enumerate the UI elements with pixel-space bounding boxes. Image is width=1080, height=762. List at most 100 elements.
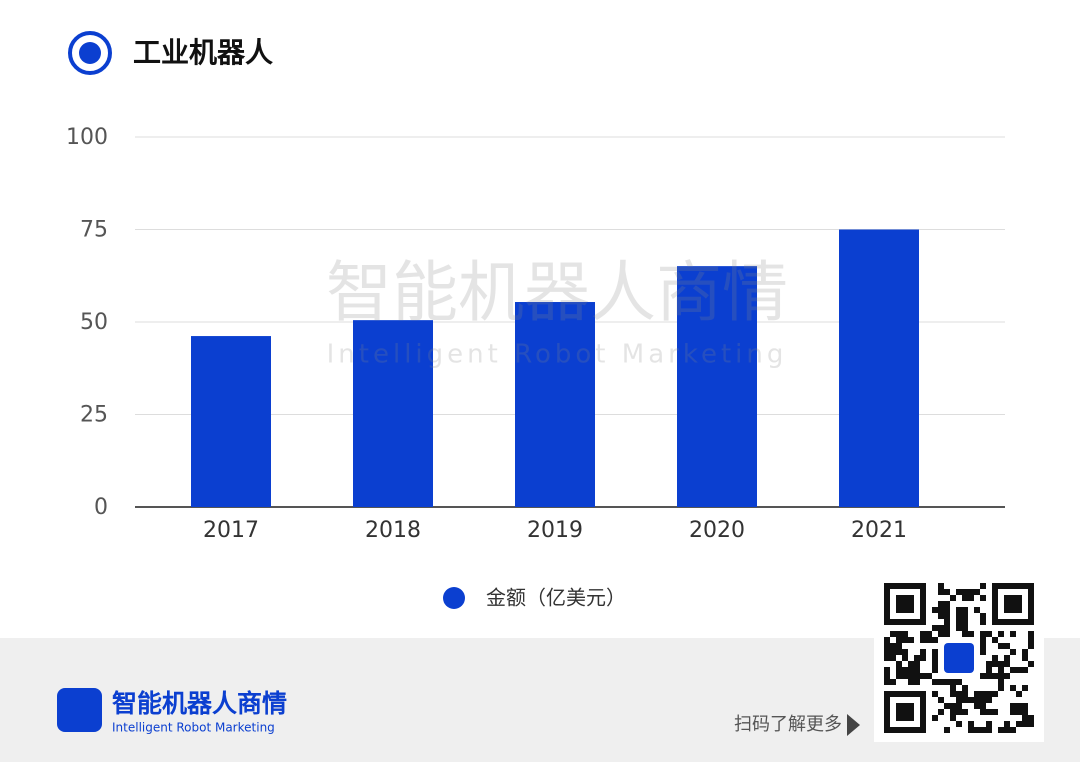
qr-module	[914, 667, 920, 673]
qr-module	[950, 709, 956, 715]
qr-module	[986, 673, 992, 679]
qr-module	[974, 703, 980, 709]
qr-module	[884, 667, 890, 673]
qr-module	[902, 673, 908, 679]
qr-module	[938, 709, 944, 715]
qr-module	[950, 685, 956, 691]
y-tick-label: 0	[94, 495, 108, 520]
qr-module	[896, 667, 902, 673]
legend-marker	[443, 587, 465, 609]
qr-module	[902, 655, 908, 661]
qr-logo	[944, 643, 974, 673]
qr-module	[944, 589, 950, 595]
qr-module	[890, 631, 896, 637]
qr-module	[890, 679, 896, 685]
qr-module	[956, 703, 962, 709]
qr-module	[896, 673, 902, 679]
qr-module	[944, 601, 950, 607]
qr-module	[956, 709, 962, 715]
qr-module	[920, 631, 926, 637]
qr-module	[938, 697, 944, 703]
qr-module	[1028, 637, 1034, 643]
qr-module	[914, 655, 920, 661]
qr-module	[992, 661, 998, 667]
qr-module	[980, 583, 986, 589]
qr-module	[890, 649, 896, 655]
qr-module	[998, 631, 1004, 637]
brand-subtitle: Intelligent Robot Marketing	[112, 721, 275, 735]
qr-module	[902, 637, 908, 643]
qr-module	[1022, 655, 1028, 661]
qr-module	[908, 661, 914, 667]
qr-module	[944, 625, 950, 631]
qr-module	[896, 649, 902, 655]
qr-module	[992, 655, 998, 661]
qr-module	[956, 589, 962, 595]
qr-module	[992, 691, 998, 697]
qr-module	[980, 643, 986, 649]
qr-module	[974, 607, 980, 613]
qr-module	[944, 631, 950, 637]
qr-module	[944, 613, 950, 619]
qr-module	[980, 697, 986, 703]
qr-module	[884, 655, 890, 661]
x-tick-label: 2017	[203, 518, 259, 543]
qr-module	[902, 667, 908, 673]
qr-module	[932, 691, 938, 697]
qr-module	[986, 661, 992, 667]
qr-module	[980, 631, 986, 637]
qr-module	[896, 661, 902, 667]
qr-module	[1022, 715, 1028, 721]
qr-module	[962, 709, 968, 715]
qr-module	[986, 709, 992, 715]
qr-module	[908, 679, 914, 685]
qr-module	[932, 661, 938, 667]
qr-module	[1010, 649, 1016, 655]
qr-module	[962, 691, 968, 697]
qr-module	[956, 619, 962, 625]
qr-module	[932, 655, 938, 661]
qr-module	[992, 637, 998, 643]
qr-module	[926, 673, 932, 679]
qr-module	[1028, 721, 1034, 727]
qr-module	[968, 697, 974, 703]
qr-module	[962, 625, 968, 631]
qr-module	[992, 673, 998, 679]
qr-module	[1028, 631, 1034, 637]
watermark-subtitle: Intelligent Robot Marketing	[327, 340, 788, 370]
qr-module	[986, 691, 992, 697]
qr-module	[980, 691, 986, 697]
qr-module	[926, 631, 932, 637]
qr-module	[902, 649, 908, 655]
brand-name: 智能机器人商情	[112, 689, 287, 718]
qr-module	[1010, 685, 1016, 691]
qr-module	[884, 649, 890, 655]
qr-module	[914, 679, 920, 685]
qr-module	[1010, 703, 1016, 709]
qr-module	[938, 679, 944, 685]
qr-module	[980, 727, 986, 733]
qr-code	[884, 583, 1034, 733]
qr-module	[986, 697, 992, 703]
qr-module	[986, 631, 992, 637]
qr-module	[932, 667, 938, 673]
qr-module	[1022, 667, 1028, 673]
qr-module	[968, 727, 974, 733]
qr-module	[968, 595, 974, 601]
y-tick-label: 50	[80, 310, 108, 335]
qr-module	[968, 589, 974, 595]
qr-module	[890, 655, 896, 661]
qr-module	[1016, 691, 1022, 697]
qr-module	[956, 691, 962, 697]
qr-module	[920, 637, 926, 643]
qr-module	[1010, 727, 1016, 733]
qr-module	[908, 673, 914, 679]
qr-module	[926, 637, 932, 643]
legend-label: 金额（亿美元）	[486, 586, 626, 610]
y-tick-label: 75	[80, 218, 108, 243]
chart-title: 工业机器人	[133, 36, 273, 69]
qr-module	[998, 727, 1004, 733]
qr-module	[956, 697, 962, 703]
qr-module	[944, 607, 950, 613]
